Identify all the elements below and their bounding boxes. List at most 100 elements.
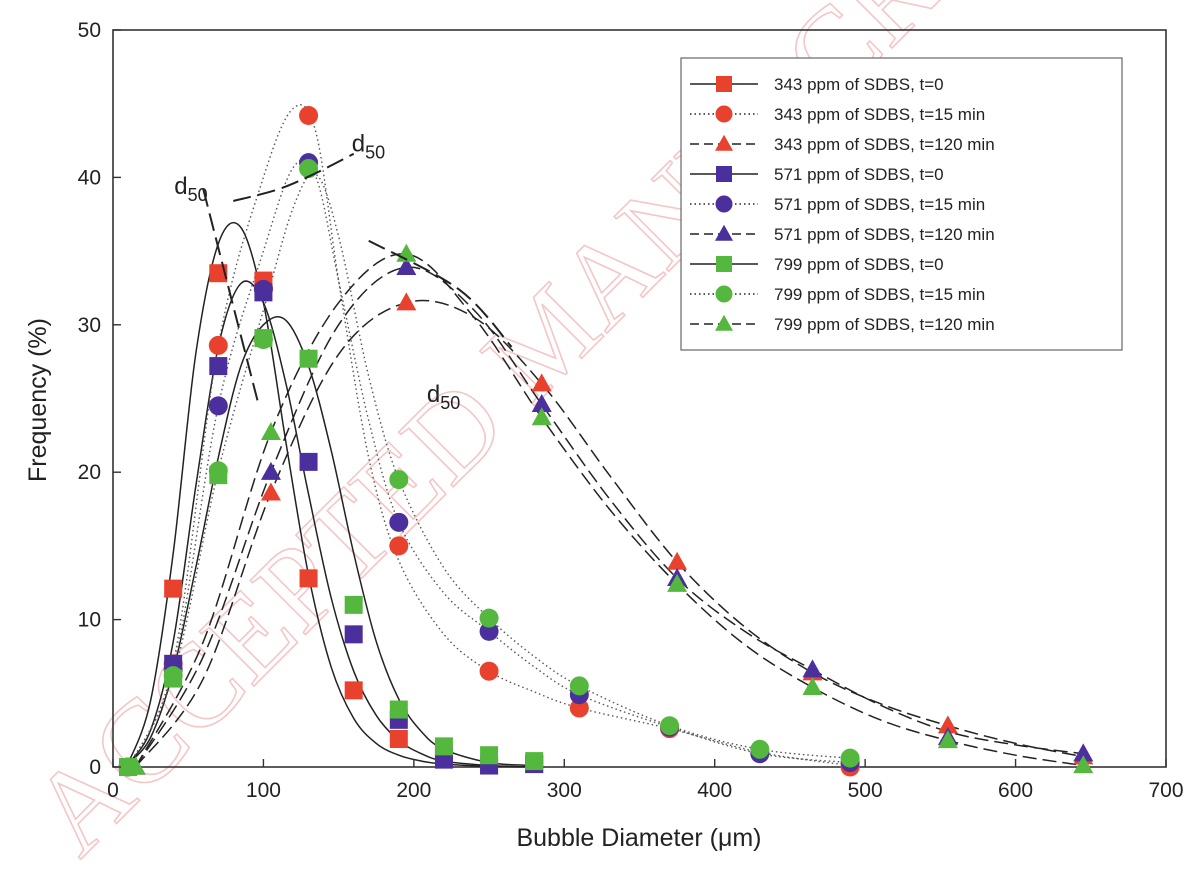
d50-leader-line — [202, 188, 260, 407]
x-tick-label: 200 — [396, 779, 431, 802]
data-point — [434, 737, 453, 756]
legend-label: 571 ppm of SDBS, t=120 min — [774, 225, 995, 244]
data-point — [937, 730, 958, 749]
data-point — [344, 625, 363, 644]
x-tick-label: 100 — [246, 779, 281, 802]
legend-marker — [716, 76, 732, 92]
data-point — [667, 573, 688, 592]
data-point — [299, 105, 319, 125]
fit-curve-799-ppm-of-sdbs-t-15-min — [127, 172, 851, 768]
legend-entry-571-ppm-of-sdbs-t-15-min: 571 ppm of SDBS, t=15 min — [690, 195, 985, 214]
y-tick-label: 20 — [78, 461, 101, 484]
data-point — [344, 595, 363, 614]
data-point — [840, 748, 860, 768]
d50-label: d50 — [352, 130, 385, 162]
data-markers — [118, 105, 1094, 777]
data-point — [802, 677, 823, 696]
x-tick-label: 300 — [547, 779, 582, 802]
data-point — [937, 715, 958, 734]
fit-curve-343-ppm-of-sdbs-t-15-min — [127, 104, 851, 768]
data-point — [253, 279, 273, 299]
legend-label: 571 ppm of SDBS, t=15 min — [774, 195, 985, 214]
data-point — [389, 700, 408, 719]
data-point — [389, 729, 408, 748]
legend-label: 799 ppm of SDBS, t=15 min — [774, 285, 985, 304]
data-point — [209, 357, 228, 376]
data-point — [1073, 755, 1094, 774]
data-point — [479, 621, 499, 641]
legend-entry-343-ppm-of-sdbs-t-15-min: 343 ppm of SDBS, t=15 min — [690, 105, 985, 124]
fit-curve-799-ppm-of-sdbs-t-120-min — [134, 253, 1084, 768]
data-point — [299, 159, 319, 179]
fit-curve-571-ppm-of-sdbs-t-0 — [127, 280, 535, 768]
y-axis: 0 10 20 30 40 50 — [78, 19, 121, 779]
legend-marker — [716, 256, 732, 272]
data-point — [260, 461, 281, 480]
y-axis-title: Frequency (%) — [24, 318, 52, 482]
data-point — [344, 681, 363, 700]
data-point — [396, 256, 417, 275]
y-tick-label: 0 — [89, 756, 101, 779]
x-axis-title: Bubble Diameter (μm) — [516, 824, 761, 852]
data-point — [569, 676, 589, 696]
legend-label: 343 ppm of SDBS, t=15 min — [774, 105, 985, 124]
x-tick-label: 600 — [998, 779, 1033, 802]
data-point — [1073, 743, 1094, 762]
data-point — [260, 482, 281, 501]
x-tick-label: 500 — [848, 779, 883, 802]
data-point — [389, 536, 409, 556]
x-tick-label: 0 — [107, 779, 119, 802]
data-point — [164, 579, 183, 598]
data-point — [299, 569, 318, 588]
data-point — [389, 470, 409, 490]
plot-area-frame — [112, 29, 1167, 768]
legend-marker — [715, 285, 733, 303]
legend-marker — [716, 166, 732, 182]
legend-marker — [715, 224, 733, 241]
data-point — [660, 716, 680, 736]
legend-entry-343-ppm-of-sdbs-t-120-min: 343 ppm of SDBS, t=120 min — [690, 134, 995, 154]
legend-label: 343 ppm of SDBS, t=120 min — [774, 135, 995, 154]
data-point — [299, 349, 318, 368]
data-point — [569, 698, 589, 718]
legend-marker — [715, 314, 733, 331]
fit-curve-571-ppm-of-sdbs-t-120-min — [134, 266, 1084, 768]
x-tick-label: 400 — [697, 779, 732, 802]
y-tick-label: 40 — [78, 166, 101, 189]
data-point — [208, 461, 228, 481]
data-point — [531, 394, 552, 413]
data-point — [525, 752, 544, 771]
legend-label: 571 ppm of SDBS, t=0 — [774, 165, 944, 184]
data-point — [253, 330, 273, 350]
data-point — [480, 746, 499, 765]
data-point — [208, 335, 228, 355]
data-point — [389, 512, 409, 532]
legend-entry-571-ppm-of-sdbs-t-0: 571 ppm of SDBS, t=0 — [690, 165, 944, 184]
data-point — [750, 739, 770, 759]
data-point — [125, 756, 146, 775]
legend-entries: 343 ppm of SDBS, t=0 343 ppm of SDBS, t=1… — [690, 75, 995, 334]
series-799-ppm-of-sdbs-t-15-min — [118, 159, 860, 777]
d50-label: d50 — [174, 173, 207, 205]
y-tick-label: 30 — [78, 314, 101, 337]
series-799-ppm-of-sdbs-t-120-min — [125, 243, 1094, 775]
fit-curve-343-ppm-of-sdbs-t-0 — [127, 222, 535, 768]
d50-leader-line — [368, 239, 513, 348]
data-point — [667, 551, 688, 570]
data-point — [531, 407, 552, 426]
y-tick-label: 50 — [78, 19, 101, 42]
x-tick-label: 700 — [1148, 779, 1183, 802]
legend-entry-799-ppm-of-sdbs-t-0: 799 ppm of SDBS, t=0 — [690, 255, 944, 274]
legend-entry-571-ppm-of-sdbs-t-120-min: 571 ppm of SDBS, t=120 min — [690, 224, 995, 244]
data-point — [479, 608, 499, 628]
legend: 343 ppm of SDBS, t=0 343 ppm of SDBS, t=1… — [680, 57, 1123, 351]
data-point — [299, 452, 318, 471]
d50-leader-line — [233, 152, 355, 202]
data-point — [163, 666, 183, 686]
legend-entry-799-ppm-of-sdbs-t-120-min: 799 ppm of SDBS, t=120 min — [690, 314, 995, 334]
data-point — [531, 373, 552, 392]
data-point — [479, 661, 499, 681]
legend-entry-799-ppm-of-sdbs-t-15-min: 799 ppm of SDBS, t=15 min — [690, 285, 985, 304]
